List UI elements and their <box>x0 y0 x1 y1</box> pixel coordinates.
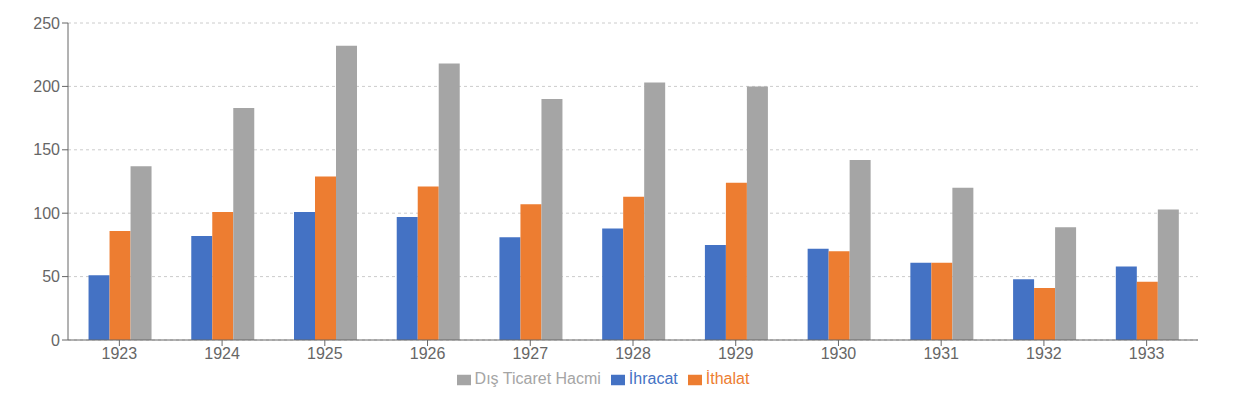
svg-text:1926: 1926 <box>410 345 446 362</box>
svg-text:1929: 1929 <box>718 345 754 362</box>
svg-text:100: 100 <box>33 205 60 222</box>
svg-text:0: 0 <box>51 332 60 349</box>
svg-text:200: 200 <box>33 78 60 95</box>
svg-text:1925: 1925 <box>307 345 343 362</box>
svg-text:1927: 1927 <box>512 345 548 362</box>
svg-text:1930: 1930 <box>821 345 857 362</box>
svg-text:1932: 1932 <box>1026 345 1062 362</box>
html-text:İhracat: İhracat <box>628 370 678 387</box>
svg-text:150: 150 <box>33 141 60 158</box>
svg-text:1933: 1933 <box>1129 345 1165 362</box>
svg-text:50: 50 <box>42 268 60 285</box>
svg-text:1924: 1924 <box>204 345 240 362</box>
svg-text:1931: 1931 <box>923 345 959 362</box>
svg-text:1928: 1928 <box>615 345 651 362</box>
svg-text:250: 250 <box>33 15 60 32</box>
html-text:Dış Ticaret Hacmi: Dış Ticaret Hacmi <box>474 370 601 387</box>
html-text:İthalat: İthalat <box>705 370 750 387</box>
svg-text:1923: 1923 <box>102 345 138 362</box>
